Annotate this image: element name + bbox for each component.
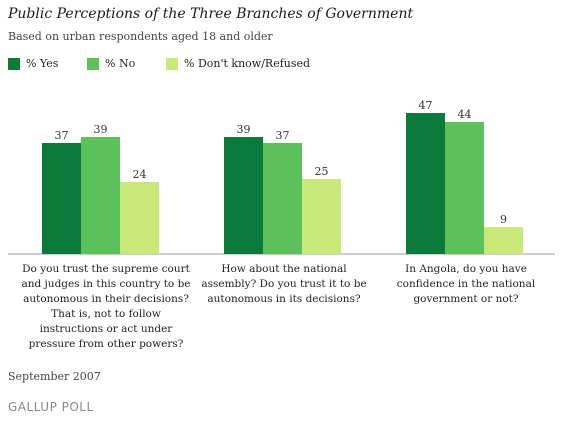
legend-label-dontknow: % Don't know/Refused [184, 57, 311, 70]
category-label-national-government: In Angola, do you have confidence in the… [396, 263, 536, 305]
legend-swatch-no [87, 58, 99, 70]
bar-label-yes-national-assembly: 39 [237, 123, 251, 136]
bar-dontknow-national-assembly [302, 179, 341, 254]
bar-dontknow-national-government [484, 227, 523, 254]
category-label-supreme-court: Do you trust the supreme court and judge… [21, 263, 191, 350]
bar-label-dontknow-supreme-court: 24 [133, 168, 147, 181]
chart-subtitle: Based on urban respondents aged 18 and o… [8, 30, 273, 43]
bar-label-dontknow-national-government: 9 [500, 213, 507, 226]
bar-label-no-supreme-court: 39 [94, 123, 108, 136]
chart-title: Public Perceptions of the Three Branches… [8, 6, 414, 22]
bar-label-dontknow-national-assembly: 25 [315, 165, 329, 178]
legend-label-yes: % Yes [26, 57, 59, 70]
gallup-poll-logo: GALLUP POLL [8, 400, 94, 414]
bar-label-yes-national-government: 47 [419, 99, 433, 112]
survey-date: September 2007 [8, 370, 101, 383]
bar-no-supreme-court [81, 137, 120, 254]
bar-label-no-national-government: 44 [458, 108, 472, 121]
legend-swatch-dontknow [166, 58, 178, 70]
bar-yes-national-government [406, 113, 445, 254]
bar-no-national-assembly [263, 143, 302, 254]
bar-label-yes-supreme-court: 37 [55, 129, 69, 142]
bar-yes-supreme-court [42, 143, 81, 254]
bar-dontknow-supreme-court [120, 182, 159, 254]
bar-no-national-government [445, 122, 484, 254]
legend-swatch-yes [8, 58, 20, 70]
bar-yes-national-assembly [224, 137, 263, 254]
category-label-national-assembly: How about the national assembly? Do you … [201, 263, 367, 305]
legend-label-no: % No [105, 57, 136, 70]
bar-label-no-national-assembly: 37 [276, 129, 290, 142]
